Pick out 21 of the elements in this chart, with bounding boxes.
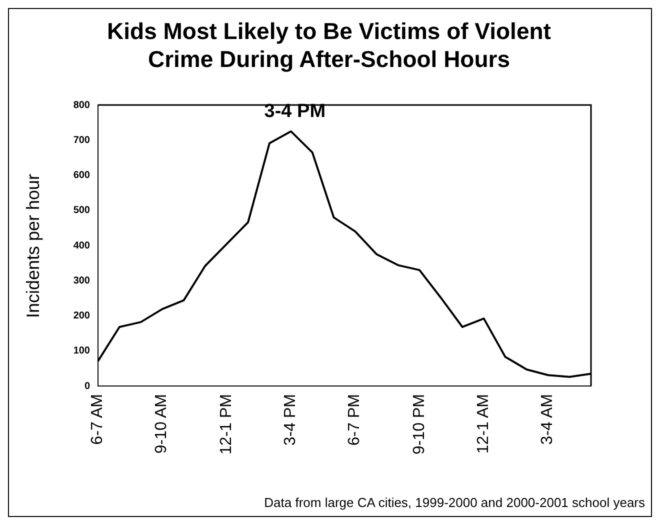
y-tick-label: 700 bbox=[73, 134, 90, 146]
x-tick-label: 3-4 PM bbox=[282, 394, 299, 446]
x-tick-label: 9-10 AM bbox=[153, 394, 172, 456]
y-tick-label: 100 bbox=[73, 346, 90, 357]
text: Data from large CA cities, 1999-2000 and 2000-2001 school years bbox=[264, 495, 645, 510]
y-tick-label: 500 bbox=[73, 205, 90, 216]
y-tick-label: 400 bbox=[73, 240, 90, 252]
x-tick-label: 6-7 PM bbox=[346, 394, 364, 446]
x-tick-label: 6-7 AM bbox=[89, 394, 107, 447]
y-axis-title: Incidents per hour bbox=[22, 172, 44, 320]
text: Crime During After-School Hours bbox=[148, 46, 510, 72]
y-tick-label: 200 bbox=[73, 310, 90, 322]
y-tick-label: 300 bbox=[73, 275, 90, 286]
x-tick-label: 12-1 PM bbox=[218, 394, 236, 456]
x-tick-label: 3-4 AM bbox=[539, 394, 556, 445]
text: Kids Most Likely to Be Victims of Violent bbox=[107, 18, 551, 44]
y-tick-label: 0 bbox=[84, 380, 90, 392]
x-tick-label: 9-10 PM bbox=[410, 394, 428, 454]
y-tick-label: 600 bbox=[73, 170, 90, 181]
x-tick-label: 12-1 AM bbox=[474, 394, 492, 454]
y-tick-label: 800 bbox=[73, 100, 90, 111]
